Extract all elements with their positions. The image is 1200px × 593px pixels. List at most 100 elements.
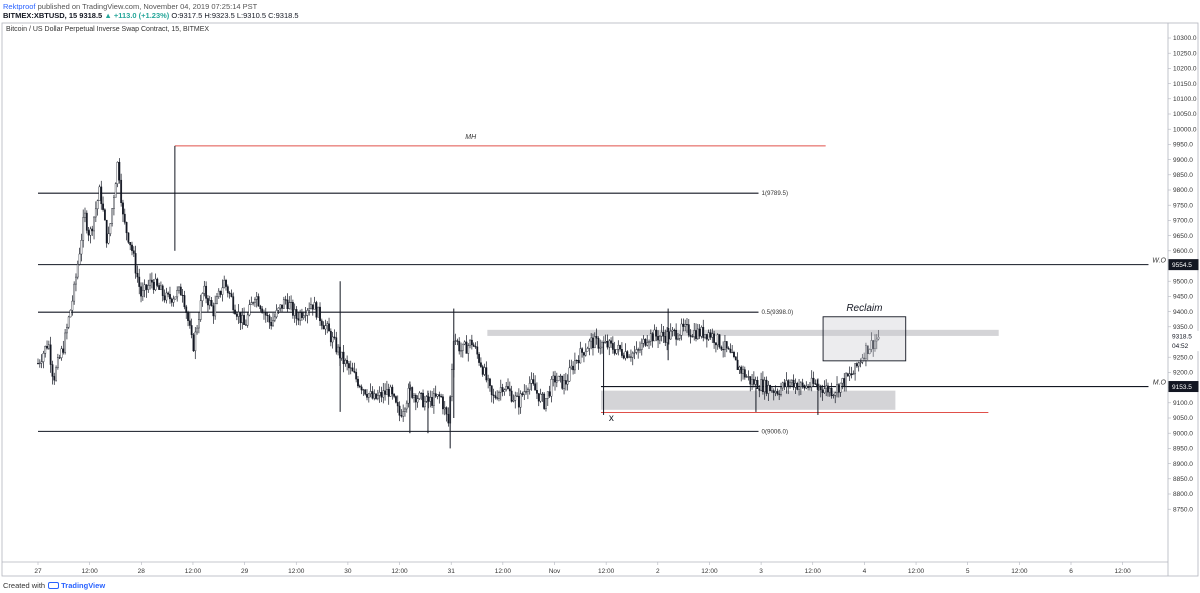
candle-body [722,349,725,351]
candle-body [297,318,300,321]
candle-body [758,388,761,391]
candle-body [234,309,236,315]
candle-body [366,393,368,398]
candle-body [360,386,363,391]
candle-body [337,346,339,353]
candle-body [836,384,838,393]
tradingview-logo[interactable]: TradingView [48,581,105,590]
candle-body [140,286,142,297]
candle-body [680,323,683,336]
candle-body [429,397,432,402]
candle-body [188,320,191,326]
reclaim-label: Reclaim [846,303,882,314]
candle-body [371,391,374,399]
supply-demand-zone [487,329,999,336]
candle-body [752,379,755,385]
candle-body [98,186,101,201]
candle-body [362,389,365,391]
candle-body [642,338,645,344]
candle-body [485,367,488,381]
candle-body [469,339,471,346]
candle-body [348,363,350,369]
symbol-label: BITMEX:XBTUSD, 15 [3,11,78,20]
candle-body [373,393,376,399]
candle-body [179,286,182,296]
candle-body [673,329,676,331]
candle-body [523,391,526,396]
candle-body [848,373,851,377]
candle-body [451,369,453,397]
x-tick-label: 2 [656,568,660,575]
candle-body [866,345,869,355]
candle-body [555,380,558,383]
candle-body [765,379,768,394]
candle-body [640,343,643,350]
candle-body [396,402,399,407]
candle-body [40,361,43,364]
y-tick-label: 9050.0 [1173,415,1193,422]
candle-body [53,376,56,381]
candle-body [731,352,734,354]
candle-body [158,285,161,290]
candle-body [75,276,77,285]
candle-body [418,392,421,399]
candle-body [859,361,862,364]
candle-body [517,395,520,408]
candle-body [776,391,779,395]
x-tick-label: 27 [34,568,42,575]
candle-body [798,386,800,390]
candle-body [648,341,650,343]
candle-body [73,283,76,302]
candle-body [474,346,477,348]
y-tick-label: 10150.0 [1173,81,1197,88]
candle-body [235,313,238,317]
x-tick-label: 29 [241,568,249,575]
candle-body [693,330,696,338]
candle-body [411,387,414,398]
candle-body [440,396,443,398]
candle-body [205,285,208,299]
candle-body [733,352,735,358]
candle-body [470,339,473,346]
price-tag-label: 9153.5 [1172,384,1192,391]
candle-body [331,336,334,343]
candle-body [682,323,685,327]
candle-body [644,338,647,346]
candle-body [102,203,104,210]
candle-body [310,304,312,309]
candle-body [827,385,829,393]
candle-body [246,314,249,326]
candle-body [329,330,332,343]
candle-body [489,378,491,386]
candle-body [539,393,542,402]
candle-body [150,279,153,283]
candle-body [212,305,215,317]
candle-body [704,334,706,338]
candle-body [404,408,406,412]
candle-body [494,395,497,398]
x-tick-label: 12:00 [1011,568,1028,575]
candle-body [687,324,690,336]
candle-body [47,344,50,349]
candle-body [131,244,133,251]
candle-body [225,280,227,287]
candle-body [809,386,811,388]
candle-body [799,382,802,387]
candle-body [214,303,217,317]
candle-body [713,333,715,343]
candle-body [185,306,188,313]
author-link[interactable]: Rektproof [3,2,36,11]
candle-body [134,253,137,274]
candle-body [223,280,226,289]
candle-body [660,331,663,337]
y-tick-label: 8950.0 [1173,446,1193,453]
candle-body [465,341,468,354]
candle-body [398,405,401,416]
candle-body [856,363,858,367]
price-change: ▲ +113.0 (+1.23%) [104,11,170,20]
candle-body [639,349,641,351]
candle-body [794,382,797,388]
candle-body [42,353,45,362]
candle-body [828,388,831,393]
